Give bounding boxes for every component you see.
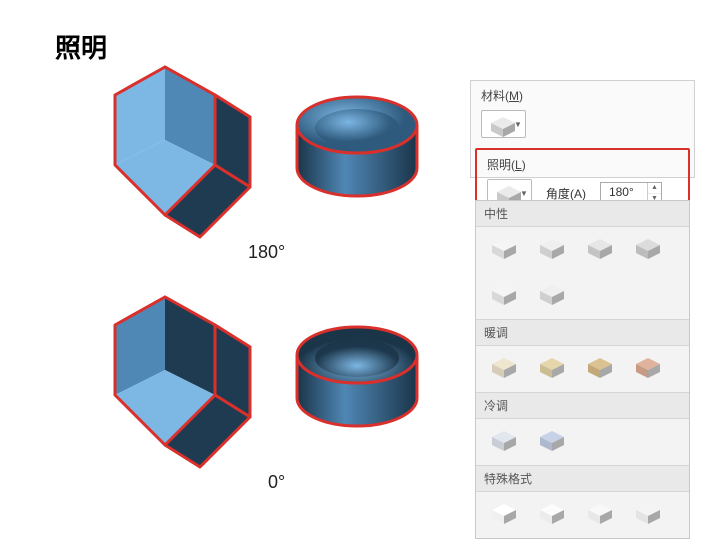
lighting-preset[interactable] — [534, 235, 570, 265]
lighting-label: 照明(L) — [487, 156, 678, 173]
material-picker[interactable]: ▼ — [481, 110, 526, 138]
lighting-gallery: 中性 暖调 冷调 — [475, 200, 690, 539]
gallery-row — [476, 346, 689, 392]
shape-cylinder-0 — [285, 310, 430, 440]
angle-label: 角度(A) — [546, 185, 586, 202]
lighting-preset[interactable] — [630, 354, 666, 384]
angle-label-0: 0° — [268, 472, 285, 493]
material-section: 材料(M) ▼ — [471, 81, 694, 148]
format-panel: 材料(M) ▼ 照明(L) ▼ 角度(A) 180° — [470, 80, 695, 178]
shape-hex-180 — [95, 55, 260, 230]
lighting-preset[interactable] — [630, 235, 666, 265]
lighting-preset[interactable] — [534, 354, 570, 384]
gallery-row — [476, 419, 689, 465]
angle-label-180: 180° — [248, 242, 285, 263]
material-swatch-icon — [485, 113, 511, 135]
shape-cylinder-180 — [285, 80, 430, 210]
gallery-row — [476, 227, 689, 273]
lighting-preset[interactable] — [534, 427, 570, 457]
lighting-preset[interactable] — [534, 500, 570, 530]
gallery-section-title: 冷调 — [476, 392, 689, 419]
gallery-section-title: 中性 — [476, 201, 689, 227]
lighting-preset[interactable] — [486, 235, 522, 265]
gallery-section-title: 特殊格式 — [476, 465, 689, 492]
material-label: 材料(M) — [481, 87, 684, 104]
shape-hex-0 — [95, 285, 260, 460]
gallery-row — [476, 273, 689, 319]
lighting-preset[interactable] — [486, 500, 522, 530]
spin-up-icon[interactable]: ▲ — [648, 183, 661, 194]
lighting-preset[interactable] — [486, 354, 522, 384]
lighting-preset[interactable] — [486, 427, 522, 457]
lighting-preset[interactable] — [582, 354, 618, 384]
gallery-section-title: 暖调 — [476, 319, 689, 346]
lighting-preset[interactable] — [630, 500, 666, 530]
lighting-preset[interactable] — [582, 235, 618, 265]
lighting-preset[interactable] — [486, 281, 522, 311]
lighting-preset[interactable] — [534, 281, 570, 311]
lighting-preset[interactable] — [582, 500, 618, 530]
gallery-row — [476, 492, 689, 538]
